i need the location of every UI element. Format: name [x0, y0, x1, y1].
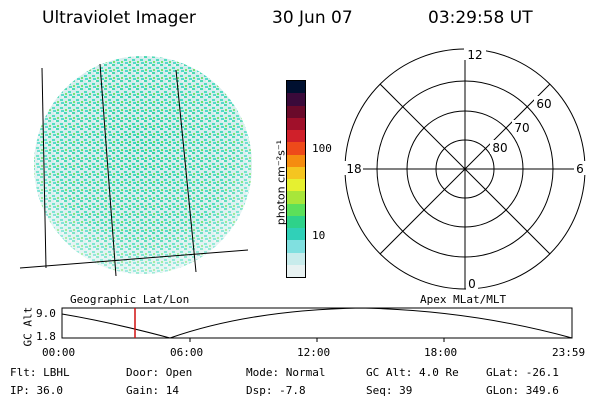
info-flt: Flt: LBHL	[10, 366, 70, 379]
geo-grid	[19, 63, 249, 277]
colorbar-segment	[287, 166, 305, 179]
info-glon: GLon: 349.6	[486, 384, 559, 397]
xtick-1200: 12:00	[297, 346, 331, 359]
colorbar-segment	[287, 93, 305, 106]
colorbar-segment	[287, 142, 305, 155]
xtick-2359: 23:59	[552, 346, 586, 359]
info-dsp: Dsp: -7.8	[246, 384, 306, 397]
colorbar	[286, 80, 306, 278]
apex-label: Apex MLat/MLT	[420, 293, 507, 306]
altitude-curve	[61, 307, 573, 339]
colorbar-segment	[287, 105, 305, 118]
xtick-1800: 18:00	[424, 346, 458, 359]
colorbar-segment	[287, 215, 305, 228]
colorbar-segment	[287, 228, 305, 241]
date-label: 30 Jun 07	[272, 8, 353, 28]
time-label: 03:29:58 UT	[428, 8, 533, 28]
info-mode: Mode: Normal	[246, 366, 326, 379]
colorbar-segment	[287, 81, 305, 94]
lat-label-70: 70	[514, 121, 529, 135]
xtick-0000: 00:00	[42, 346, 76, 359]
info-ip: IP: 36.0	[10, 384, 63, 397]
info-gain: Gain: 14	[126, 384, 179, 397]
colorbar-tick-10: 10	[312, 229, 326, 242]
lat-label-60: 60	[536, 97, 551, 111]
mlt-label-0: 0	[468, 277, 476, 291]
mlt-label-18: 18	[346, 162, 361, 176]
colorbar-segment	[287, 252, 305, 265]
altitude-ytick-top: 9.0	[36, 307, 56, 320]
colorbar-segment	[287, 179, 305, 192]
altitude-ytick-bottom: 1.8	[36, 330, 56, 343]
instrument-title: Ultraviolet Imager	[42, 8, 196, 28]
mlt-label-12: 12	[467, 48, 482, 62]
colorbar-tick-100: 100	[312, 142, 332, 155]
colorbar-segment	[287, 264, 305, 277]
mlt-label-6: 6	[576, 162, 584, 176]
polar-plot: 12 18 6 0 60 70 80	[343, 46, 586, 291]
geographic-label: Geographic Lat/Lon	[70, 293, 190, 306]
info-seq: Seq: 39	[366, 384, 413, 397]
colorbar-segment	[287, 203, 305, 216]
lat-label-80: 80	[492, 141, 507, 155]
info-door: Door: Open	[126, 366, 193, 379]
xtick-0600: 06:00	[170, 346, 204, 359]
colorbar-segment	[287, 130, 305, 143]
colorbar-segment	[287, 240, 305, 253]
colorbar-segment	[287, 154, 305, 167]
colorbar-unit-label: photon cm⁻²s⁻¹	[274, 139, 288, 226]
altitude-panel	[61, 307, 573, 342]
colorbar-segment	[287, 117, 305, 130]
altitude-ylabel: GC Alt	[21, 306, 35, 347]
colorbar-segment	[287, 191, 305, 204]
info-gcalt: GC Alt: 4.0 Re	[366, 366, 459, 379]
info-glat: GLat: -26.1	[486, 366, 559, 379]
